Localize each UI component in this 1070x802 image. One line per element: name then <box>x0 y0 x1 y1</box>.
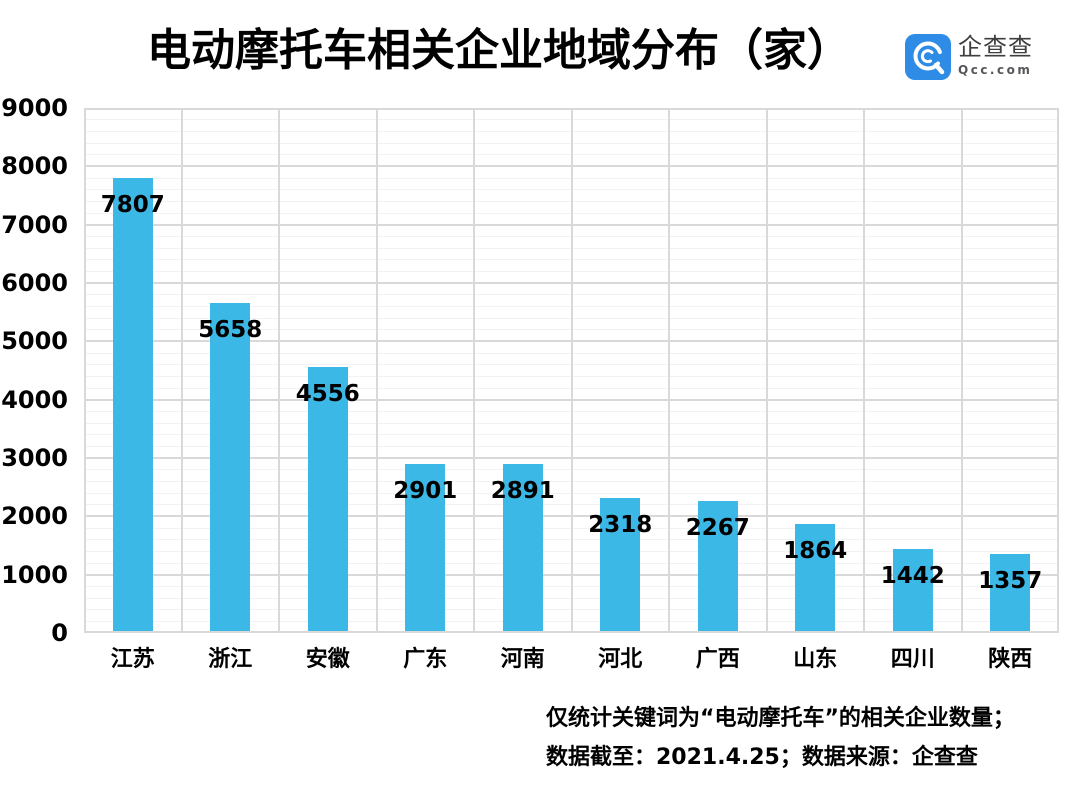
y-tick-label: 3000 <box>1 444 68 472</box>
bar <box>210 302 251 633</box>
bar <box>112 177 153 633</box>
bar <box>795 524 836 633</box>
y-tick-label: 4000 <box>1 385 68 414</box>
plot-area: 7807 5658 4556 2901 2891 2318 2267 1864 1442 1357 <box>84 108 1059 633</box>
y-tick-label: 0 <box>51 619 68 647</box>
y-tick-label: 7000 <box>1 210 68 239</box>
x-tick-label: 四川 <box>890 647 935 672</box>
footnote-line-1: 仅统计关键词为“电动摩托车”的相关企业数量； <box>546 706 1015 731</box>
footnote-line-2: 数据截至：2021.4.25；数据来源：企查查 <box>546 745 978 770</box>
bar-value-label: 4556 <box>295 381 360 408</box>
gridline-vertical <box>960 108 963 633</box>
gridline-vertical <box>473 108 475 633</box>
x-tick-label: 浙江 <box>208 647 253 672</box>
qcc-logo-name: 企查查 <box>958 33 1033 61</box>
bar-value-label: 2901 <box>393 477 458 504</box>
qcc-logo-icon <box>905 34 951 80</box>
bar <box>502 464 543 633</box>
gridline-vertical <box>668 108 670 633</box>
bar-value-label: 7807 <box>100 191 165 218</box>
y-tick-label: 8000 <box>1 152 68 181</box>
x-tick-label: 安徽 <box>305 647 350 672</box>
gridline-vertical <box>375 108 378 633</box>
gridline-vertical <box>765 108 768 633</box>
y-tick-label: 5000 <box>1 327 68 356</box>
x-tick-label: 河北 <box>598 647 643 672</box>
x-tick-label: 陕西 <box>988 647 1033 672</box>
bar <box>990 553 1031 633</box>
bar-value-label: 2318 <box>588 511 653 538</box>
bar-value-label: 1864 <box>783 538 848 565</box>
y-tick-label: 1000 <box>1 560 68 589</box>
y-tick-label: 6000 <box>1 269 68 297</box>
x-tick-label: 山东 <box>793 647 838 672</box>
qcc-logo-text: 企查查 Qcc.com <box>958 33 1033 78</box>
bar-value-label: 1357 <box>978 567 1043 594</box>
bar-value-label: 2891 <box>490 478 555 505</box>
y-tick-label: 9000 <box>1 94 68 122</box>
qcc-logo-domain: Qcc.com <box>958 63 1033 77</box>
bar-value-label: 2267 <box>685 514 750 541</box>
gridline-vertical <box>180 108 183 633</box>
bar <box>405 463 446 633</box>
gridline-vertical <box>863 108 865 633</box>
x-tick-label: 广东 <box>403 647 448 672</box>
bar-value-label: 5658 <box>198 316 263 343</box>
bar <box>600 497 641 633</box>
bar <box>697 500 738 633</box>
bar <box>892 548 933 633</box>
bar <box>307 367 348 633</box>
x-tick-label: 广西 <box>695 647 740 672</box>
x-tick-label: 江苏 <box>110 647 155 672</box>
bar-value-label: 1442 <box>880 562 945 589</box>
x-tick-label: 河南 <box>500 647 545 672</box>
qcc-logo: 企查查 Qcc.com <box>905 34 1033 80</box>
gridline-vertical <box>570 108 573 633</box>
chart-title: 电动摩托车相关企业地域分布（家） <box>147 25 851 76</box>
y-tick-label: 2000 <box>1 502 68 531</box>
gridline-vertical <box>278 108 280 633</box>
